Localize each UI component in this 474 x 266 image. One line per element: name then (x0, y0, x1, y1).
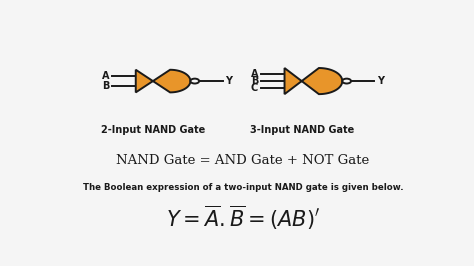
Polygon shape (136, 70, 191, 92)
Text: B: B (251, 76, 258, 86)
Polygon shape (284, 68, 342, 94)
Circle shape (342, 79, 351, 84)
Text: A: A (102, 71, 109, 81)
Text: Y: Y (377, 76, 384, 86)
Text: NAND Gate = AND Gate + NOT Gate: NAND Gate = AND Gate + NOT Gate (116, 155, 370, 168)
Text: A: A (251, 69, 258, 79)
Text: 2-Input NAND Gate: 2-Input NAND Gate (101, 125, 205, 135)
Text: $\mathit{Y} = \overline{A}.\overline{B} = (AB)^{\prime}$: $\mathit{Y} = \overline{A}.\overline{B} … (166, 204, 320, 232)
Text: The Boolean expression of a two-input NAND gate is given below.: The Boolean expression of a two-input NA… (82, 183, 403, 192)
Text: Y: Y (226, 76, 232, 86)
Text: 3-Input NAND Gate: 3-Input NAND Gate (250, 125, 354, 135)
Text: B: B (102, 81, 109, 91)
Circle shape (191, 79, 199, 84)
Text: C: C (251, 83, 258, 93)
